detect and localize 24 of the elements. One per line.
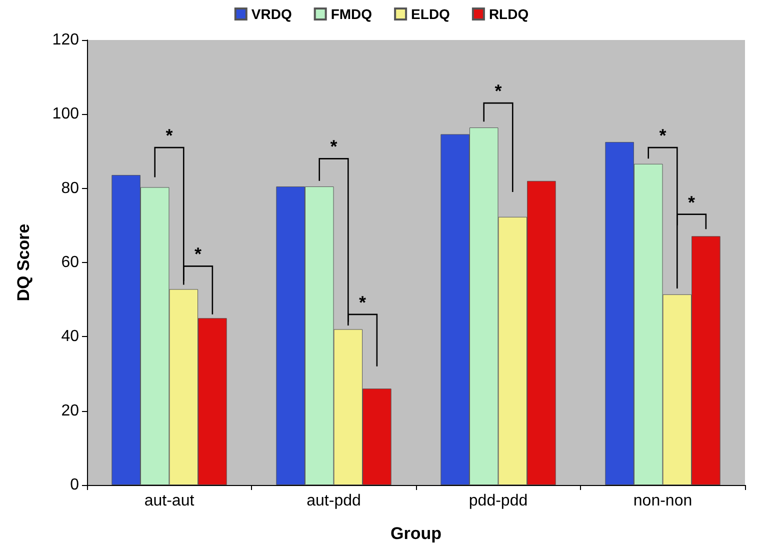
x-axis-title: Group xyxy=(390,524,442,543)
annotation: * xyxy=(688,192,696,212)
annotation: * xyxy=(359,292,366,312)
x-tick-label: aut-pdd xyxy=(306,492,361,510)
y-tick-label: 20 xyxy=(61,402,80,420)
y-tick-label: 120 xyxy=(52,32,80,48)
y-axis-title: DQ Score xyxy=(14,224,33,302)
annotation: * xyxy=(166,126,173,146)
legend-label: ELDQ xyxy=(411,6,450,22)
x-tick-label: pdd-pdd xyxy=(468,492,528,510)
annotation: * xyxy=(330,136,338,157)
legend-label: FMDQ xyxy=(330,6,372,22)
x-tick-label: non-non xyxy=(633,492,692,510)
legend-label: VRDQ xyxy=(251,6,292,22)
y-tick-label: 0 xyxy=(70,476,80,494)
annotation: * xyxy=(194,244,202,264)
annotation: * xyxy=(659,126,666,146)
annotation: * xyxy=(494,81,502,102)
y-tick-label: 80 xyxy=(61,180,80,197)
y-tick-label: 60 xyxy=(61,254,80,271)
legend-label: RLDQ xyxy=(488,6,529,22)
x-tick-label: aut-aut xyxy=(144,492,195,510)
y-tick-label: 40 xyxy=(61,328,80,346)
y-tick-label: 100 xyxy=(52,106,80,123)
